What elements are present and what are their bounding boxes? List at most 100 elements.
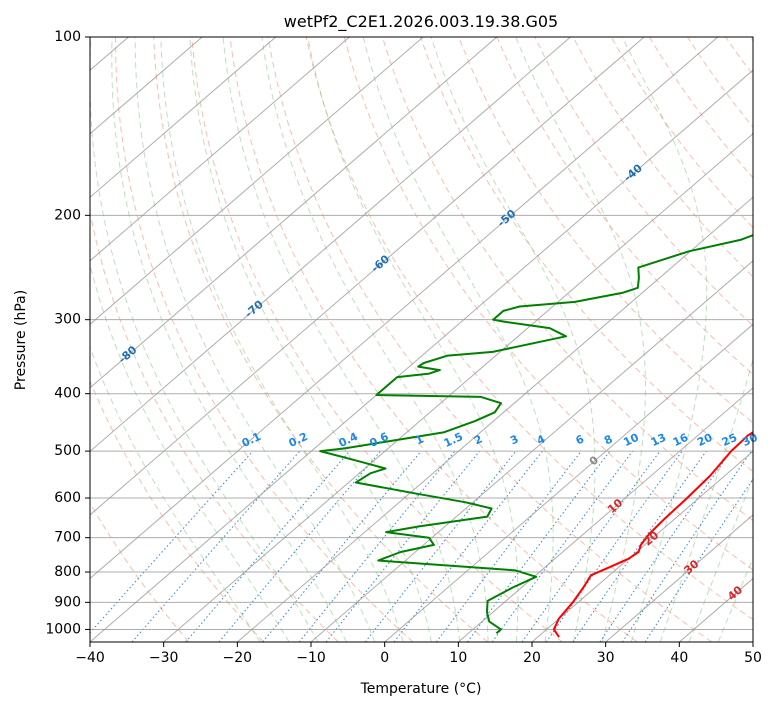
- moist-adiabat: [717, 557, 753, 642]
- sounding-traces: [319, 234, 753, 638]
- chart-title: wetPf2_C2E1.2026.003.19.38.G05: [284, 12, 558, 32]
- isotherm-label: -30: [748, 116, 772, 139]
- mixing-ratio-label: 25: [720, 431, 739, 449]
- isotherm-line: [531, 450, 753, 642]
- moist-adiabat: [688, 476, 753, 642]
- isotherm-label: -90: [0, 388, 13, 411]
- x-tick-label: 40: [670, 650, 688, 666]
- moist-adiabat: [134, 37, 376, 642]
- moist-adiabat: [362, 37, 554, 642]
- moist-adiabat: [515, 37, 646, 642]
- x-tick-label: −30: [149, 650, 179, 666]
- y-tick-label: 300: [54, 312, 81, 328]
- y-tick-label: 1000: [45, 621, 81, 637]
- moist-adiabat: [261, 37, 489, 642]
- dry-adiabat: [458, 37, 753, 424]
- isotherm-line: [90, 37, 203, 135]
- dry-adiabat: [764, 37, 775, 642]
- mixing-ratio-label: 1.5: [442, 430, 465, 450]
- dry-adiabat: [572, 37, 753, 278]
- mixing-ratio-line: [218, 450, 381, 642]
- mixing-ratio-label: 0.2: [287, 430, 310, 450]
- y-tick-label: 200: [54, 207, 81, 223]
- dry-adiabat: [496, 37, 753, 375]
- x-tick-label: 0: [380, 650, 389, 666]
- dry-adiabat: [381, 37, 753, 522]
- dry-adiabat: [229, 37, 638, 642]
- moist-adiabat: [621, 37, 708, 642]
- isotherm-line: [384, 323, 753, 642]
- mixing-ratio-line: [90, 450, 254, 634]
- x-tick-label: 10: [449, 650, 467, 666]
- mixing-ratio-line: [599, 450, 732, 642]
- mixing-ratio-labels: 0.1 0.2 0.4 0.6 1 1.5 2 3 4 6 8 10 13 16 20 25 30: [240, 430, 760, 450]
- mixing-ratio-label: 13: [649, 431, 668, 449]
- mixing-ratio-line: [364, 450, 517, 642]
- mixing-ratio-label: 0.6: [367, 430, 390, 450]
- isotherm-line: [90, 37, 424, 325]
- dry-adiabat: [267, 37, 712, 642]
- moist-adiabat: [90, 345, 261, 642]
- x-tick-label: 50: [744, 650, 762, 666]
- moist-adiabat: [189, 37, 432, 642]
- moist-adiabat: [307, 37, 519, 642]
- moist-adiabat: [90, 37, 319, 642]
- temperature-trace: [552, 431, 753, 638]
- background-grid: [90, 37, 775, 642]
- dry-adiabat: [191, 37, 563, 642]
- y-tick-label: 800: [54, 564, 81, 580]
- y-tick-label: 100: [54, 29, 81, 45]
- dry-adiabat: [420, 37, 753, 473]
- y-tick-label: 900: [54, 594, 81, 610]
- moist-adiabat: [111, 37, 347, 642]
- dry-adiabat: [90, 379, 264, 642]
- x-tick-label: −40: [75, 650, 105, 666]
- mixing-ratio-label: 20: [695, 431, 715, 449]
- isotherm-line: [90, 37, 645, 516]
- mixing-ratio-label: 3: [508, 432, 520, 447]
- isotherm-line: [310, 260, 753, 642]
- isotherm-line: [90, 37, 498, 389]
- mixing-ratio-line: [621, 450, 752, 642]
- isotherm-line: [90, 37, 571, 453]
- mixing-ratio-line: [298, 450, 456, 642]
- moist-adiabat: [160, 37, 404, 642]
- mixing-ratio-line: [325, 450, 481, 642]
- isotherm-line: [90, 37, 350, 262]
- mixing-ratio-line: [185, 450, 351, 642]
- mixing-ratio-label: 30: [740, 431, 760, 449]
- isotherm-line: [752, 641, 753, 642]
- dry-adiabat: [686, 37, 753, 128]
- dry-adiabat: [90, 209, 339, 642]
- plot-frame: [89, 36, 754, 643]
- isotherm-line: [90, 37, 277, 198]
- mixing-ratio-label: 6: [574, 432, 587, 447]
- x-axis-ticks: −40 −30 −20 −10 0 10 20 30 40 50: [75, 642, 762, 666]
- dry-adiabat: [90, 501, 190, 642]
- dry-adiabat: [305, 37, 753, 621]
- isotherm-line: [458, 387, 753, 642]
- y-tick-label: 700: [54, 530, 81, 546]
- mixing-ratio-line: [545, 450, 683, 642]
- y-axis-label: Pressure (hPa): [13, 290, 29, 390]
- x-axis-label: Temperature (°C): [360, 681, 482, 697]
- mixing-ratio-label: 10: [621, 431, 641, 449]
- moist-adiabat: [430, 37, 596, 642]
- mixing-ratio-line: [467, 450, 611, 642]
- y-axis-ticks: 100 200 300 400 500 600 700 800 900 1000: [45, 29, 90, 637]
- moist-adiabat: [659, 37, 753, 642]
- dry-adiabat: [153, 37, 488, 642]
- isotherm-line: [90, 69, 753, 642]
- isotherm-line: [163, 133, 753, 642]
- x-tick-label: 20: [523, 650, 541, 666]
- moist-adiabat: [90, 263, 290, 642]
- isotherm-line: [90, 37, 719, 580]
- x-tick-label: −20: [223, 650, 253, 666]
- dry-adiabat: [534, 37, 753, 327]
- y-tick-label: 500: [54, 443, 81, 459]
- mixing-ratio-line: [572, 450, 707, 642]
- x-tick-label: −10: [296, 650, 326, 666]
- dewpoint-trace: [319, 234, 753, 635]
- dry-adiabat: [115, 37, 414, 642]
